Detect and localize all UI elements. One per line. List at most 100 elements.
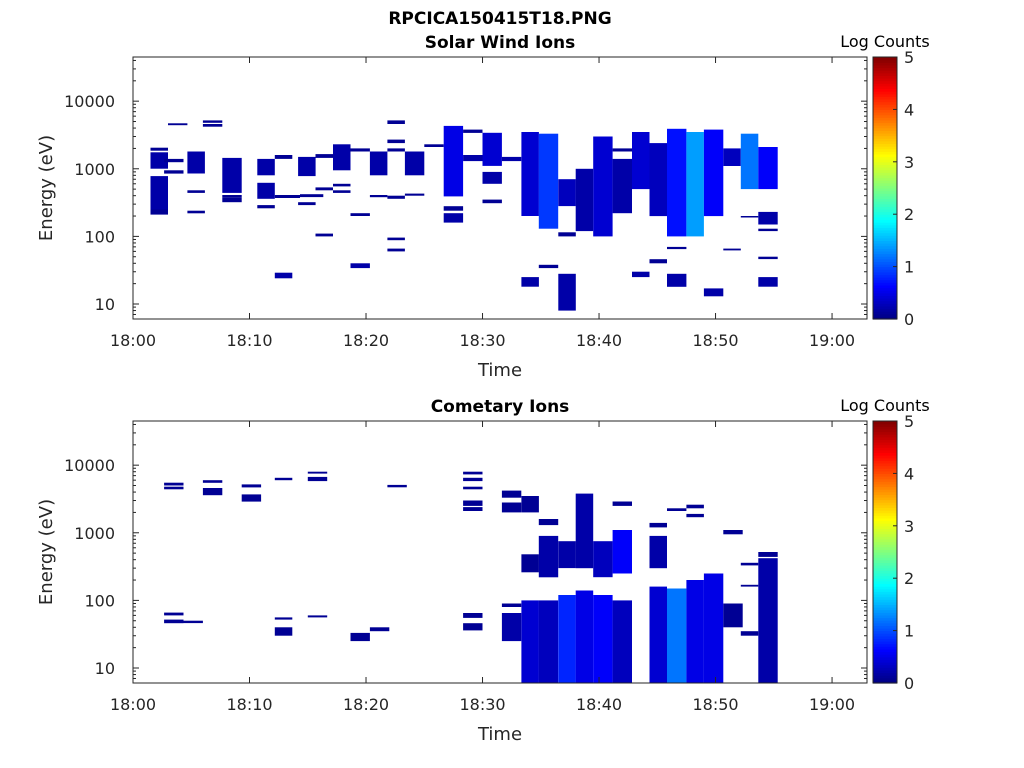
colorbar-segment xyxy=(873,169,897,173)
y-tick-label: 1000 xyxy=(74,160,115,179)
colorbar-segment xyxy=(873,588,897,592)
colorbar-tick-label: 1 xyxy=(904,622,914,641)
colorbar-segment xyxy=(873,583,897,587)
colorbar-segment xyxy=(873,245,897,249)
heatmap-cell xyxy=(723,530,743,535)
colorbar-segment xyxy=(873,83,897,87)
colorbar-segment xyxy=(873,96,897,100)
x-tick-label: 18:20 xyxy=(343,695,389,714)
heatmap-cell xyxy=(667,588,687,683)
colorbar-tick-label: 3 xyxy=(904,153,914,172)
colorbar-segment xyxy=(873,125,897,129)
colorbar-segment xyxy=(873,489,897,493)
colorbar-segment xyxy=(873,77,897,82)
colorbar-segment xyxy=(873,572,897,577)
colorbar-segment xyxy=(873,62,897,66)
heatmap-cell xyxy=(274,617,293,620)
y-tick-label: 10000 xyxy=(64,456,115,475)
colorbar-segment xyxy=(873,109,897,113)
colorbar-segment xyxy=(873,635,897,640)
panel-cometary-ions: Cometary Ions 18:00 18:10 18:20 18:30 18:40 1… xyxy=(36,396,930,745)
heatmap-cell xyxy=(649,259,667,264)
heatmap-cell xyxy=(558,273,576,311)
colorbar-segment xyxy=(873,617,897,621)
panel-1-title: Solar Wind Ions xyxy=(425,33,576,53)
heatmap-cell xyxy=(307,476,328,482)
heatmap-cell xyxy=(463,477,483,482)
colorbar-segment xyxy=(873,167,897,171)
heatmap-cell xyxy=(612,600,632,683)
colorbar-segment xyxy=(873,536,897,540)
heatmap-cell xyxy=(307,615,328,618)
colorbar-segment xyxy=(873,219,897,223)
heatmap-cell xyxy=(300,194,324,198)
heatmap-cell xyxy=(538,133,559,229)
heatmap-cell xyxy=(443,125,464,197)
colorbar-segment xyxy=(873,434,897,438)
colorbar-segment xyxy=(873,211,897,215)
panel-2-ticks: 18:00 18:10 18:20 18:30 18:40 18:50 19:00 10 100… xyxy=(64,421,867,714)
colorbar-segment xyxy=(873,182,897,186)
colorbar-segment xyxy=(873,190,897,194)
x-tick-label: 18:50 xyxy=(692,695,738,714)
colorbar-segment xyxy=(873,481,897,485)
colorbar-segment xyxy=(873,130,897,134)
colorbar-segment xyxy=(873,578,897,582)
heatmap-cell xyxy=(758,228,778,232)
heatmap-cell xyxy=(538,535,559,578)
heatmap-cell xyxy=(164,170,184,174)
panel-1-y-label: Energy (eV) xyxy=(36,135,57,241)
heatmap-cell xyxy=(387,237,405,241)
colorbar-tick-label: 5 xyxy=(904,412,914,431)
colorbar-segment xyxy=(873,643,897,647)
heatmap-cell xyxy=(443,213,464,223)
panel-1-axes-box xyxy=(132,56,868,320)
colorbar-segment xyxy=(873,659,897,663)
colorbar-segment xyxy=(873,609,897,613)
colorbar-segment xyxy=(873,313,897,317)
x-tick-label: 19:00 xyxy=(809,331,855,350)
heatmap-cell xyxy=(740,133,759,190)
colorbar-segment xyxy=(873,520,897,524)
heatmap-cell xyxy=(501,502,522,513)
colorbar-segment xyxy=(873,462,897,467)
colorbar-segment xyxy=(873,656,897,661)
colorbar-segment xyxy=(873,59,897,63)
colorbar-segment xyxy=(873,203,897,207)
colorbar-segment xyxy=(873,675,897,679)
colorbar-segment xyxy=(873,156,897,160)
colorbar-segment xyxy=(873,101,897,105)
colorbar-segment xyxy=(873,75,897,79)
heatmap-cell xyxy=(222,195,242,198)
colorbar-segment xyxy=(873,308,897,312)
colorbar-segment xyxy=(873,214,897,218)
heatmap-cell xyxy=(612,530,632,574)
heatmap-cell xyxy=(257,158,275,176)
colorbar-segment xyxy=(873,452,897,456)
heatmap-cell xyxy=(387,248,405,252)
heatmap-cell xyxy=(463,129,483,133)
panel-2-axes-box xyxy=(132,420,868,684)
panel-2-y-label: Energy (eV) xyxy=(36,499,57,605)
colorbar-segment xyxy=(873,248,897,252)
colorbar-segment xyxy=(873,669,897,674)
colorbar-segment xyxy=(873,431,897,435)
heatmap-cell xyxy=(222,197,242,203)
x-tick-label: 18:00 xyxy=(110,695,156,714)
colorbar-segment xyxy=(873,591,897,595)
heatmap-cell xyxy=(404,151,425,176)
heatmap-cell xyxy=(333,183,351,187)
colorbar-segment xyxy=(873,164,897,168)
colorbar-segment xyxy=(873,72,897,76)
heatmap-cell xyxy=(649,535,667,569)
heatmap-cell xyxy=(521,277,539,287)
heatmap-cell xyxy=(241,484,262,488)
heatmap-cell xyxy=(686,504,704,509)
colorbar-segment xyxy=(873,208,897,213)
heatmap-cell xyxy=(575,590,594,683)
colorbar-segment xyxy=(873,135,897,139)
colorbar-segment xyxy=(873,185,897,189)
colorbar-segment xyxy=(873,580,897,585)
heatmap-cell xyxy=(333,144,351,171)
heatmap-cell xyxy=(558,541,576,569)
